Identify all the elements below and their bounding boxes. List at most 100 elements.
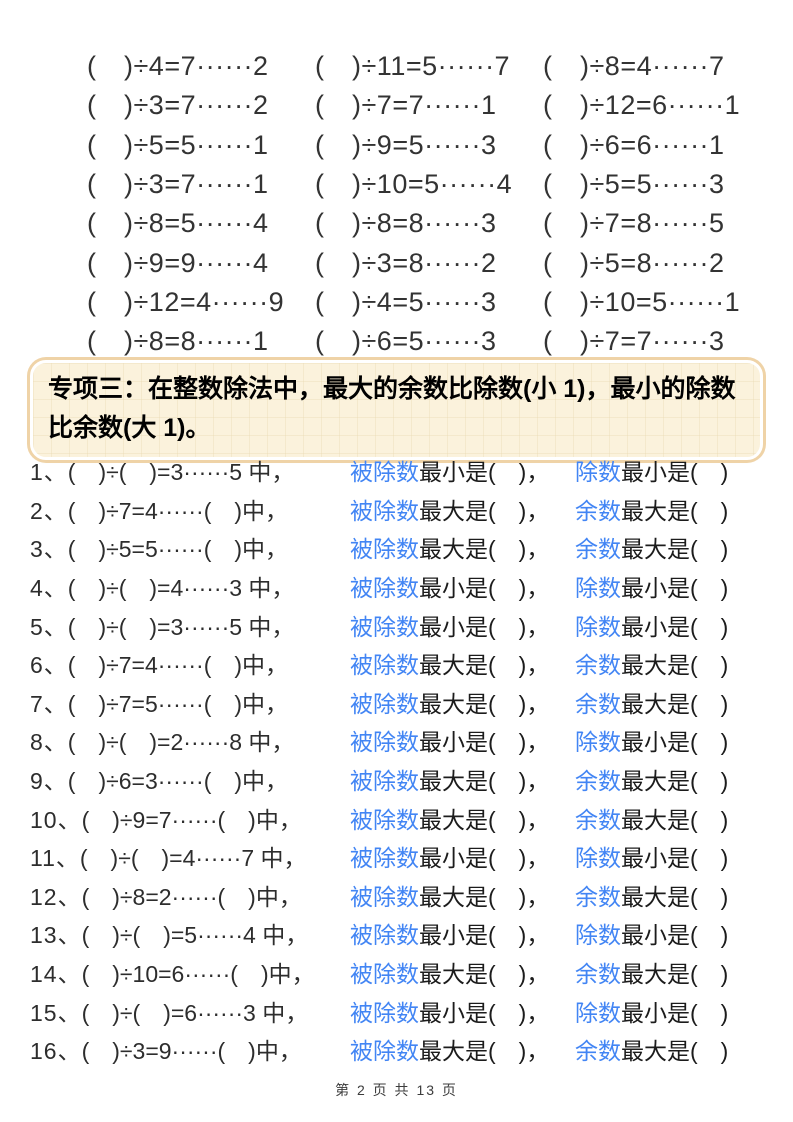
equation: ( )÷12=4······9 [87, 286, 285, 317]
first-clause: 被除数最大是( )， [350, 955, 575, 989]
problem-number: 5、 [30, 613, 68, 640]
divisor-or-remainder-term: 余数 [575, 883, 621, 910]
dividend-term: 被除数 [350, 459, 419, 486]
second-clause-text: 最小是( ) [621, 729, 729, 756]
equation: ( )÷7=7······1 [315, 90, 497, 121]
problem-equation: ( )÷( )=3······5 中， [67, 459, 295, 486]
second-clause-text: 最小是( ) [621, 613, 729, 640]
first-clause-text: 最大是( )， [419, 652, 550, 679]
equation: ( )÷10=5······1 [543, 286, 741, 317]
second-clause: 余数最大是( ) [575, 955, 778, 989]
problem-number: 7、 [30, 690, 68, 717]
equation: ( )÷10=5······4 [315, 169, 513, 200]
problem-equation: ( )÷( )=5······4 中， [81, 922, 309, 949]
problem-number: 6、 [30, 652, 68, 679]
equation: ( )÷5=5······1 [87, 129, 269, 160]
first-clause-text: 最大是( )， [419, 497, 550, 524]
second-clause-text: 最大是( ) [621, 806, 729, 833]
problem-row: 1、( )÷( )=3······5 中， 被除数最小是( )， 除数最小是( ) [30, 451, 778, 490]
second-clause: 余数最大是( ) [575, 878, 778, 912]
first-clause-text: 最小是( )， [419, 613, 550, 640]
second-clause: 余数最大是( ) [575, 801, 778, 835]
problem-equation: ( )÷( )=6······3 中， [81, 999, 309, 1026]
problem-row: 5、( )÷( )=3······5 中， 被除数最小是( )， 除数最小是( ) [30, 605, 778, 644]
problem-number-and-equation: 5、( )÷( )=3······5 中， [30, 608, 350, 642]
divisor-or-remainder-term: 余数 [575, 806, 621, 833]
equation: ( )÷7=7······3 [543, 326, 725, 357]
dividend-term: 被除数 [350, 613, 419, 640]
divisor-or-remainder-term: 余数 [575, 768, 621, 795]
first-clause: 被除数最大是( )， [350, 1032, 575, 1066]
dividend-term: 被除数 [350, 652, 419, 679]
divisor-or-remainder-term: 余数 [575, 536, 621, 563]
problem-number-and-equation: 4、( )÷( )=4······3 中， [30, 569, 350, 603]
problem-row: 12、( )÷8=2······( )中， 被除数最大是( )， 余数最大是( ) [30, 876, 778, 915]
dividend-term: 被除数 [350, 690, 419, 717]
second-clause-text: 最大是( ) [621, 883, 729, 910]
problem-number: 9、 [30, 768, 68, 795]
equation: ( )÷4=7······2 [87, 51, 269, 82]
problem-equation: ( )÷7=4······( )中， [67, 497, 289, 524]
problem-number-and-equation: 13、( )÷( )=5······4 中， [30, 916, 350, 950]
equation: ( )÷3=8······2 [315, 247, 497, 278]
problem-equation: ( )÷9=7······( )中， [81, 806, 302, 833]
first-clause-text: 最大是( )， [419, 961, 550, 988]
problem-number-and-equation: 15、( )÷( )=6······3 中， [30, 994, 350, 1028]
first-clause-text: 最小是( )， [419, 575, 550, 602]
problem-number: 11、 [30, 845, 80, 872]
first-clause: 被除数最小是( )， [350, 839, 575, 873]
problem-number-and-equation: 7、( )÷7=5······( )中， [30, 685, 350, 719]
second-clause-text: 最小是( ) [621, 575, 729, 602]
problem-equation: ( )÷( )=3······5 中， [67, 613, 295, 640]
divisor-or-remainder-term: 余数 [575, 497, 621, 524]
second-clause: 除数最小是( ) [575, 839, 778, 873]
dividend-term: 被除数 [350, 922, 419, 949]
second-clause: 余数最大是( ) [575, 646, 778, 680]
second-clause: 除数最小是( ) [575, 453, 778, 487]
second-clause-text: 最大是( ) [621, 768, 729, 795]
problem-equation: ( )÷10=6······( )中， [81, 961, 315, 988]
second-clause-text: 最大是( ) [621, 1038, 729, 1065]
dividend-term: 被除数 [350, 768, 419, 795]
problem-row: 14、( )÷10=6······( )中， 被除数最大是( )， 余数最大是( ) [30, 953, 778, 992]
second-clause: 除数最小是( ) [575, 569, 778, 603]
problem-number-and-equation: 11、( )÷( )=4······7 中， [30, 839, 350, 873]
first-clause: 被除数最小是( )， [350, 916, 575, 950]
problem-number: 12、 [30, 883, 82, 910]
equation: ( )÷8=8······1 [87, 326, 269, 357]
dividend-term: 被除数 [350, 961, 419, 988]
second-clause-text: 最大是( ) [621, 961, 729, 988]
problem-equation: ( )÷3=9······( )中， [81, 1038, 302, 1065]
first-clause: 被除数最大是( )， [350, 801, 575, 835]
equation: ( )÷6=6······1 [543, 129, 725, 160]
equation: ( )÷12=6······1 [543, 90, 741, 121]
second-clause: 除数最小是( ) [575, 608, 778, 642]
second-clause: 除数最小是( ) [575, 723, 778, 757]
problem-equation: ( )÷( )=4······3 中， [67, 575, 295, 602]
first-clause: 被除数最小是( )， [350, 453, 575, 487]
equation: ( )÷3=7······2 [87, 90, 269, 121]
divisor-or-remainder-term: 除数 [575, 459, 621, 486]
first-clause: 被除数最大是( )， [350, 762, 575, 796]
divisor-or-remainder-term: 除数 [575, 999, 621, 1026]
page-footer: 第 2 页 共 13 页 [0, 1080, 793, 1100]
callout-text: 专项三：在整数除法中，最大的余数比除数(小 1)，最小的除数比余数(大 1)。 [48, 375, 736, 442]
dividend-term: 被除数 [350, 806, 419, 833]
problem-equation: ( )÷5=5······( )中， [67, 536, 289, 563]
first-clause: 被除数最大是( )， [350, 878, 575, 912]
equation: ( )÷9=5······3 [315, 129, 497, 160]
problem-row: 10、( )÷9=7······( )中， 被除数最大是( )， 余数最大是( ) [30, 798, 778, 837]
second-clause-text: 最大是( ) [621, 690, 729, 717]
first-clause-text: 最小是( )， [419, 459, 550, 486]
second-clause: 余数最大是( ) [575, 1032, 778, 1066]
problem-number-and-equation: 12、( )÷8=2······( )中， [30, 878, 350, 912]
problem-number-and-equation: 1、( )÷( )=3······5 中， [30, 453, 350, 487]
equation: ( )÷8=8······3 [315, 208, 497, 239]
dividend-term: 被除数 [350, 575, 419, 602]
first-clause: 被除数最小是( )， [350, 569, 575, 603]
first-clause-text: 最大是( )， [419, 690, 550, 717]
second-clause: 余数最大是( ) [575, 685, 778, 719]
first-clause: 被除数最大是( )， [350, 530, 575, 564]
problem-number-and-equation: 3、( )÷5=5······( )中， [30, 530, 350, 564]
problem-row: 7、( )÷7=5······( )中， 被除数最大是( )， 余数最大是( ) [30, 683, 778, 722]
